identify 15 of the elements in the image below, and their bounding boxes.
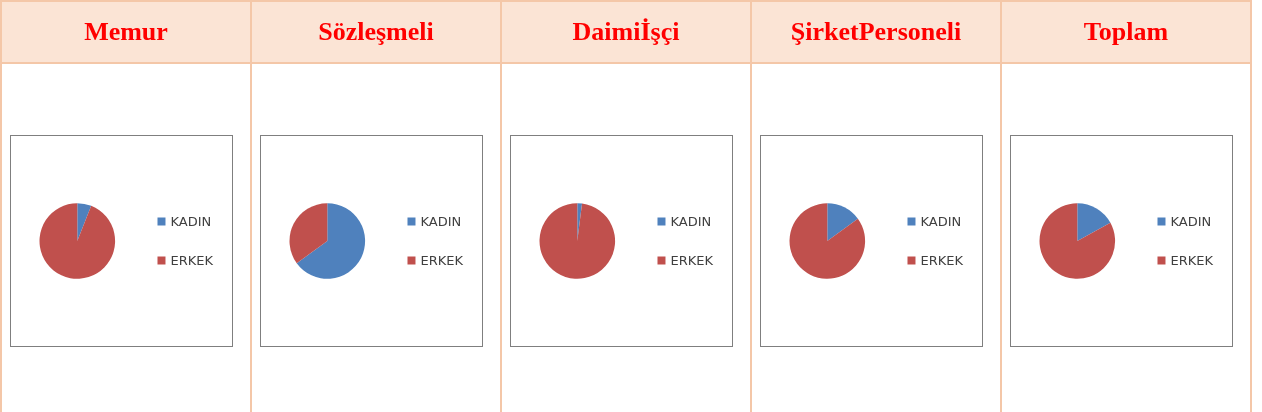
legend-label: ERKEK <box>1170 253 1214 268</box>
legend-label: KADIN <box>420 214 462 229</box>
legend-label: ERKEK <box>170 253 214 268</box>
chart-title: ŞirketPersoneli <box>752 2 1000 64</box>
chart-title: Toplam <box>1002 2 1250 64</box>
legend-label: KADIN <box>670 214 712 229</box>
chart-title: Daimiİşçi <box>502 2 750 64</box>
legend-label: KADIN <box>1170 214 1212 229</box>
legend-label: ERKEK <box>420 253 464 268</box>
legend-label: KADIN <box>920 214 962 229</box>
legend-label: KADIN <box>170 214 212 229</box>
legend-label: ERKEK <box>670 253 714 268</box>
chart-title: Memur <box>2 2 250 64</box>
legend-label: ERKEK <box>920 253 964 268</box>
chart-title: Sözleşmeli <box>252 2 500 64</box>
